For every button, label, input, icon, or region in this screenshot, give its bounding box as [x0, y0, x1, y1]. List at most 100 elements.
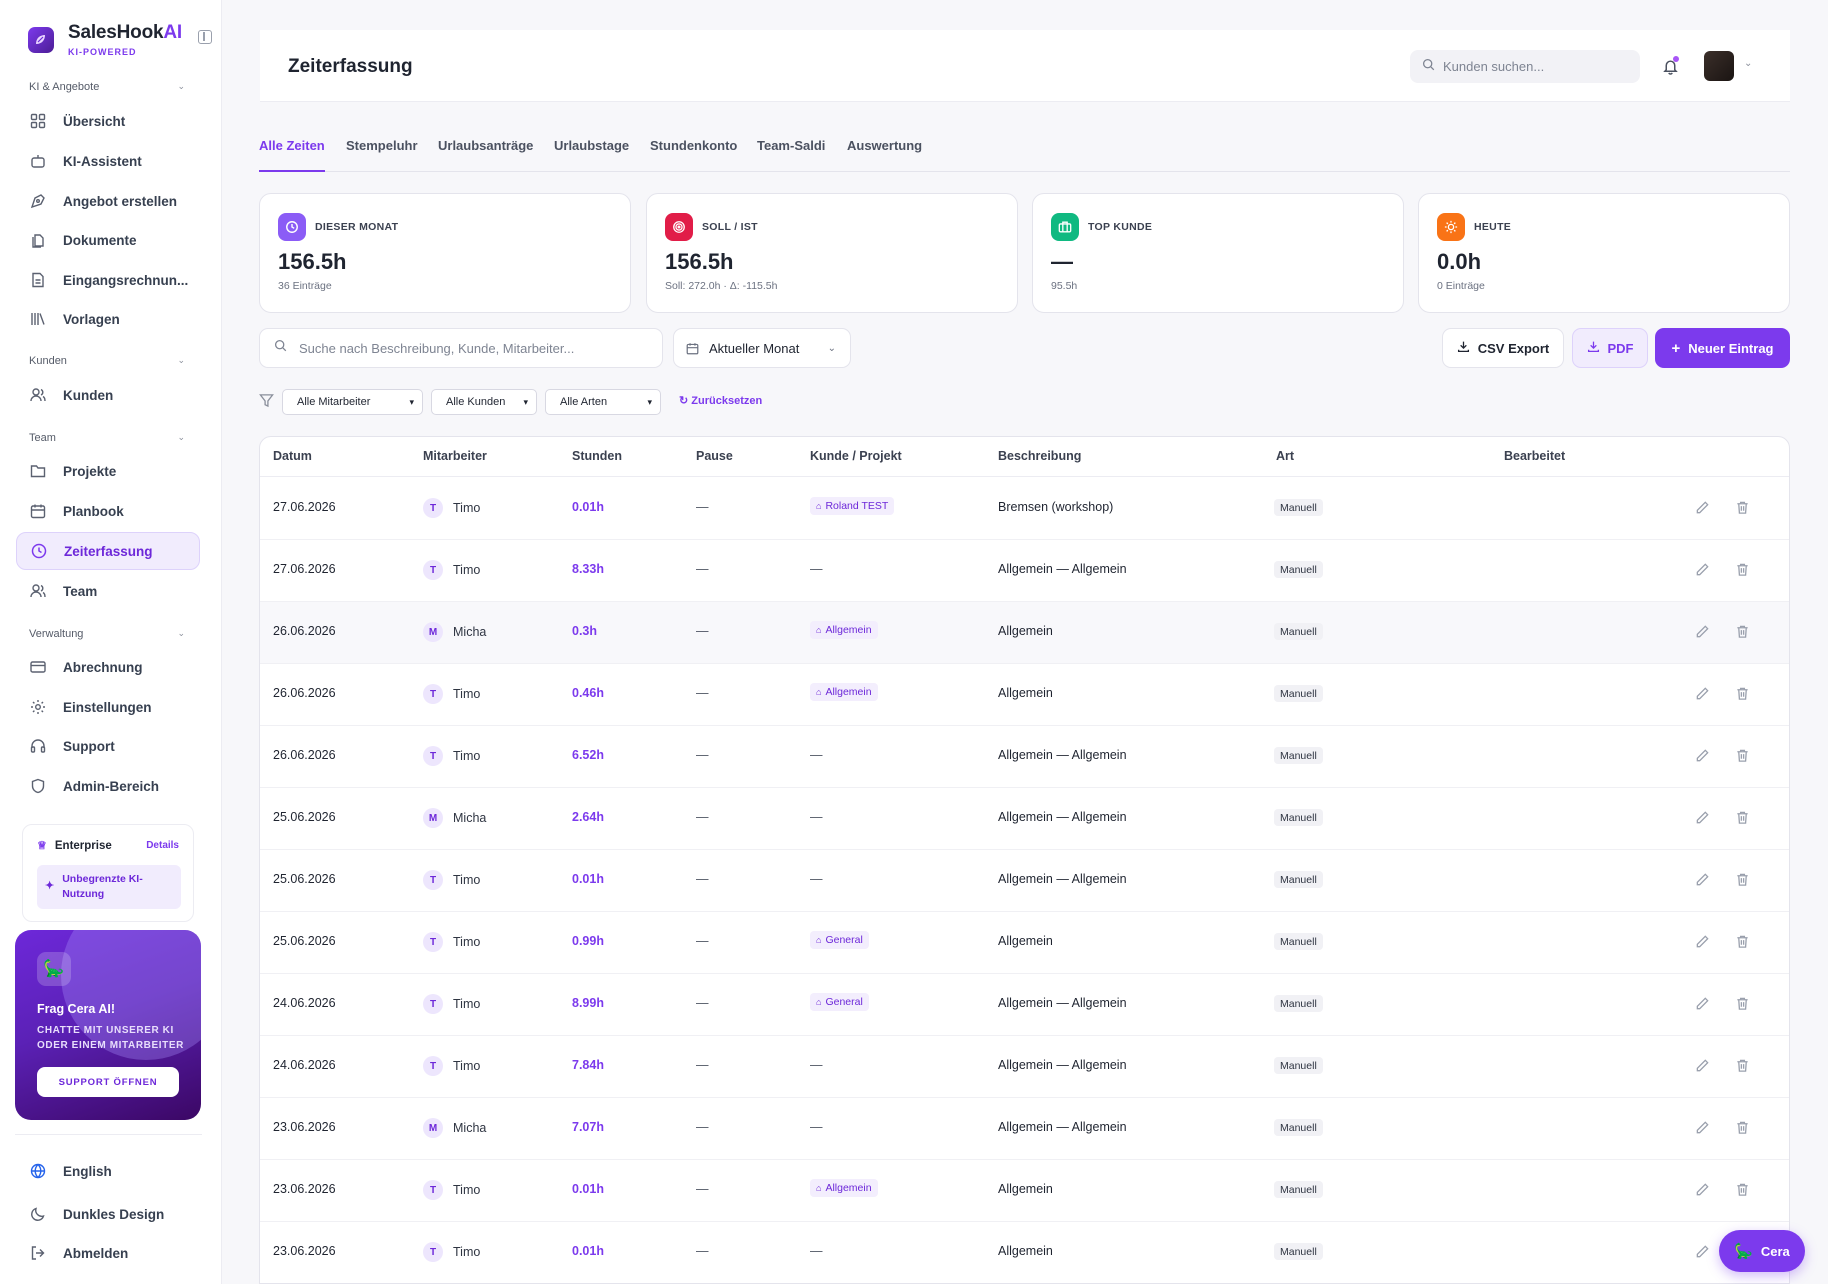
plan-details-link[interactable]: Details	[146, 840, 179, 851]
section-kunden[interactable]: Kunden ⌄	[29, 355, 185, 367]
entry-search-input[interactable]	[299, 340, 639, 356]
project-badge[interactable]: ⌂ Allgemein	[810, 621, 878, 639]
tab-stundenkonto[interactable]: Stundenkonto	[650, 138, 738, 153]
project-badge[interactable]: ⌂ Allgemein	[810, 1179, 878, 1197]
edit-icon[interactable]	[1692, 1179, 1712, 1199]
trash-icon[interactable]	[1732, 497, 1752, 517]
edit-icon[interactable]	[1692, 621, 1712, 641]
period-select[interactable]: Aktueller Monat ⌄	[673, 328, 851, 368]
trash-icon[interactable]	[1732, 807, 1752, 827]
dark-mode-toggle[interactable]: Dunkles Design	[16, 1195, 200, 1233]
trash-icon[interactable]	[1732, 1117, 1752, 1137]
customer-filter-select[interactable]: Alle Kunden ▾	[431, 389, 537, 415]
section-team[interactable]: Team ⌄	[29, 432, 185, 444]
sidebar-item-vorlagen[interactable]: Vorlagen	[16, 300, 200, 338]
sidebar-item-team[interactable]: Team	[16, 572, 200, 610]
trash-icon[interactable]	[1732, 559, 1752, 579]
trash-icon[interactable]	[1732, 745, 1752, 765]
pdf-export-button[interactable]: PDF	[1572, 328, 1648, 368]
trash-icon[interactable]	[1732, 683, 1752, 703]
column-header[interactable]: Datum	[273, 449, 312, 463]
edit-icon[interactable]	[1692, 559, 1712, 579]
type-filter-select[interactable]: Alle Arten ▾	[545, 389, 661, 415]
table-row[interactable]: 23.06.2026 T Timo 0.01h — — Allgemein Manuell	[260, 1222, 1789, 1283]
sidebar-item-admin-bereich[interactable]: Admin-Bereich	[16, 767, 200, 805]
sidebar-item-kunden[interactable]: Kunden	[16, 376, 200, 414]
edit-icon[interactable]	[1692, 745, 1712, 765]
sidebar-item-projekte[interactable]: Projekte	[16, 452, 200, 490]
edit-icon[interactable]	[1692, 931, 1712, 951]
trash-icon[interactable]	[1732, 993, 1752, 1013]
edit-icon[interactable]	[1692, 497, 1712, 517]
sidebar-item-dokumente[interactable]: Dokumente	[16, 221, 200, 259]
column-header[interactable]: Pause	[696, 449, 733, 463]
table-row[interactable]: 25.06.2026 T Timo 0.01h — — Allgemein — Allgem…	[260, 850, 1789, 912]
tab-urlaubstage[interactable]: Urlaubstage	[554, 138, 630, 153]
column-header[interactable]: Art	[1276, 449, 1295, 463]
tab-stempeluhr[interactable]: Stempeluhr	[346, 138, 418, 153]
project-badge[interactable]: ⌂ Roland TEST	[810, 497, 895, 515]
table-row[interactable]: 24.06.2026 T Timo 8.99h — ⌂ General Allgemein —…	[260, 974, 1789, 1036]
sidebar-item-planbook[interactable]: Planbook	[16, 492, 200, 530]
table-row[interactable]: 26.06.2026 T Timo 6.52h — — Allgemein — Allgem…	[260, 726, 1789, 788]
table-row[interactable]: 23.06.2026 M Micha 7.07h — — Allgemein — Allge…	[260, 1098, 1789, 1160]
new-entry-button[interactable]: + Neuer Eintrag	[1655, 328, 1790, 368]
tab-auswertung[interactable]: Auswertung	[847, 138, 923, 153]
sidebar-item-angebot-erstellen[interactable]: Angebot erstellen	[16, 182, 200, 220]
table-row[interactable]: 26.06.2026 T Timo 0.46h — ⌂ Allgemein Allgemein…	[260, 664, 1789, 726]
sidebar-item-uebersicht[interactable]: Übersicht	[16, 102, 200, 140]
table-row[interactable]: 27.06.2026 T Timo 0.01h — ⌂ Roland TEST Bremsen…	[260, 478, 1789, 540]
sidebar-item-abrechnung[interactable]: Abrechnung	[16, 648, 200, 686]
edit-icon[interactable]	[1692, 683, 1712, 703]
column-header[interactable]: Kunde / Projekt	[810, 449, 902, 463]
trash-icon[interactable]	[1732, 621, 1752, 641]
column-header[interactable]: Bearbeitet	[1504, 449, 1566, 463]
column-header[interactable]: Mitarbeiter	[423, 449, 487, 463]
table-row[interactable]: 25.06.2026 M Micha 2.64h — — Allgemein — Allge…	[260, 788, 1789, 850]
sidebar-item-einstellungen[interactable]: Einstellungen	[16, 688, 200, 726]
table-row[interactable]: 25.06.2026 T Timo 0.99h — ⌂ General Allgemein Ma…	[260, 912, 1789, 974]
tab-team-saldi[interactable]: Team-Saldi	[757, 138, 826, 153]
tab-alle-zeiten[interactable]: Alle Zeiten	[259, 138, 325, 172]
table-row[interactable]: 24.06.2026 T Timo 7.84h — — Allgemein — Allgem…	[260, 1036, 1789, 1098]
language-switch[interactable]: English	[16, 1152, 200, 1190]
table-row[interactable]: 26.06.2026 M Micha 0.3h — ⌂ Allgemein Allgemein…	[260, 602, 1789, 664]
edit-icon[interactable]	[1692, 993, 1712, 1013]
edit-icon[interactable]	[1692, 1055, 1712, 1075]
sidebar-item-ki-assistent[interactable]: KI-Assistent	[16, 142, 200, 180]
edit-icon[interactable]	[1692, 1117, 1712, 1137]
brand[interactable]: SalesHookAI KI-POWERED	[28, 22, 182, 57]
logout-button[interactable]: Abmelden	[16, 1234, 200, 1272]
search-input[interactable]	[1443, 59, 1633, 74]
sidebar-item-zeiterfassung[interactable]: Zeiterfassung	[16, 532, 200, 570]
sidebar-collapse-icon[interactable]	[198, 30, 212, 44]
reset-filters-button[interactable]: ↻ Zurücksetzen	[679, 395, 763, 407]
edit-icon[interactable]	[1692, 1241, 1712, 1261]
support-open-button[interactable]: SUPPORT ÖFFNEN	[37, 1067, 179, 1097]
section-verwaltung[interactable]: Verwaltung ⌄	[29, 628, 185, 640]
project-badge[interactable]: ⌂ Allgemein	[810, 683, 878, 701]
sidebar-item-support[interactable]: Support	[16, 727, 200, 765]
project-badge[interactable]: ⌂ General	[810, 993, 869, 1011]
column-header[interactable]: Beschreibung	[998, 449, 1082, 463]
employee-filter-select[interactable]: Alle Mitarbeiter ▾	[282, 389, 423, 415]
sidebar-item-eingangsrechnungen[interactable]: Eingangsrechnun...	[16, 261, 200, 299]
bell-icon[interactable]	[1660, 56, 1680, 76]
cera-chat-button[interactable]: 🦕 Cera	[1719, 1230, 1805, 1272]
trash-icon[interactable]	[1732, 1055, 1752, 1075]
edit-icon[interactable]	[1692, 869, 1712, 889]
edit-icon[interactable]	[1692, 807, 1712, 827]
table-row[interactable]: 27.06.2026 T Timo 8.33h — — Allgemein — Allgem…	[260, 540, 1789, 602]
customer-search[interactable]	[1410, 50, 1640, 83]
entry-search[interactable]	[259, 328, 663, 368]
trash-icon[interactable]	[1732, 1179, 1752, 1199]
tab-urlaubsantraege[interactable]: Urlaubsanträge	[438, 138, 534, 153]
chevron-down-icon[interactable]: ⌄	[1744, 58, 1753, 69]
project-badge[interactable]: ⌂ General	[810, 931, 869, 949]
column-header[interactable]: Stunden	[572, 449, 622, 463]
trash-icon[interactable]	[1732, 931, 1752, 951]
trash-icon[interactable]	[1732, 869, 1752, 889]
csv-export-button[interactable]: CSV Export	[1442, 328, 1564, 368]
avatar[interactable]	[1704, 51, 1734, 81]
table-row[interactable]: 23.06.2026 T Timo 0.01h — ⌂ Allgemein Allgemein…	[260, 1160, 1789, 1222]
